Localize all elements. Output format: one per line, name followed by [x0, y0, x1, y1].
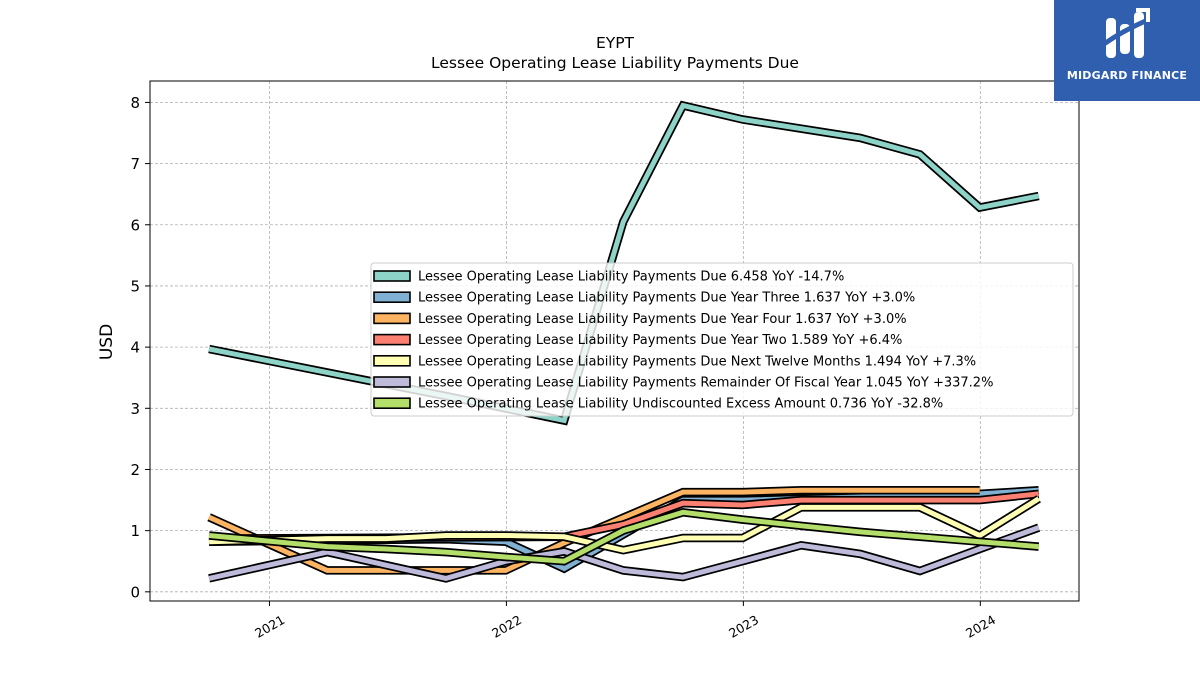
brand-logo: MIDGARD FINANCE [1054, 0, 1200, 101]
y-tick-label: 6 [130, 216, 140, 234]
brand-name: MIDGARD FINANCE [1066, 69, 1188, 82]
legend-frame [370, 262, 1074, 417]
legend-label: Lessee Operating Lease Liability Payment… [418, 333, 902, 348]
legend-swatch [373, 354, 411, 367]
legend-item: Lessee Operating Lease Liability Payment… [373, 270, 844, 285]
y-tick-label: 1 [130, 522, 140, 540]
chart-subtitle: Lessee Operating Lease Liability Payment… [431, 54, 799, 72]
y-axis-label: USD [97, 324, 117, 360]
y-tick-label: 2 [130, 461, 140, 479]
legend-item: Lessee Operating Lease Liability Payment… [373, 291, 915, 306]
series-line [208, 523, 1041, 583]
legend-label: Lessee Operating Lease Liability Payment… [418, 270, 844, 285]
y-tick-label: 7 [130, 155, 140, 173]
legend-label: Lessee Operating Lease Liability Payment… [418, 312, 907, 327]
y-tick-label: 4 [130, 339, 140, 357]
legend-swatch [373, 270, 411, 282]
legend-swatch [373, 291, 411, 304]
legend-label: Lessee Operating Lease Liability Payment… [418, 376, 993, 391]
series-lines [207, 100, 1041, 583]
legend-label: Lessee Operating Lease Liability Payment… [418, 354, 976, 369]
x-tick-label: 2022 [489, 612, 524, 641]
legend-label: Lessee Operating Lease Liability Undisco… [418, 397, 943, 412]
series-line [209, 489, 1040, 543]
legend-item: Lessee Operating Lease Liability Payment… [373, 376, 993, 391]
legend-swatch [373, 312, 411, 325]
y-tick-label: 0 [130, 583, 140, 601]
y-tick-label: 8 [130, 94, 140, 112]
brand-mark-icon [1102, 8, 1150, 58]
plot-frame [149, 80, 1080, 602]
y-tick-label: 5 [130, 277, 140, 295]
x-tick-label: 2023 [726, 612, 761, 641]
x-tick-label: 2021 [252, 612, 287, 641]
legend-item: Lessee Operating Lease Liability Payment… [373, 333, 902, 348]
legend-item: Lessee Operating Lease Liability Payment… [373, 312, 907, 327]
y-tick-label: 3 [130, 400, 140, 418]
series-line [208, 495, 1041, 555]
legend-swatch [373, 333, 411, 346]
legend: Lessee Operating Lease Liability Payment… [370, 262, 1074, 417]
series-line [208, 507, 1040, 566]
legend-swatch [373, 397, 411, 410]
x-tick-label: 2024 [963, 612, 998, 641]
legend-item: Lessee Operating Lease Liability Undisco… [373, 397, 943, 412]
series-line [207, 486, 980, 575]
legend-item: Lessee Operating Lease Liability Payment… [373, 354, 976, 369]
legend-swatch [373, 376, 411, 388]
chart-title: EYPT [596, 34, 635, 52]
legend-label: Lessee Operating Lease Liability Payment… [418, 291, 915, 306]
